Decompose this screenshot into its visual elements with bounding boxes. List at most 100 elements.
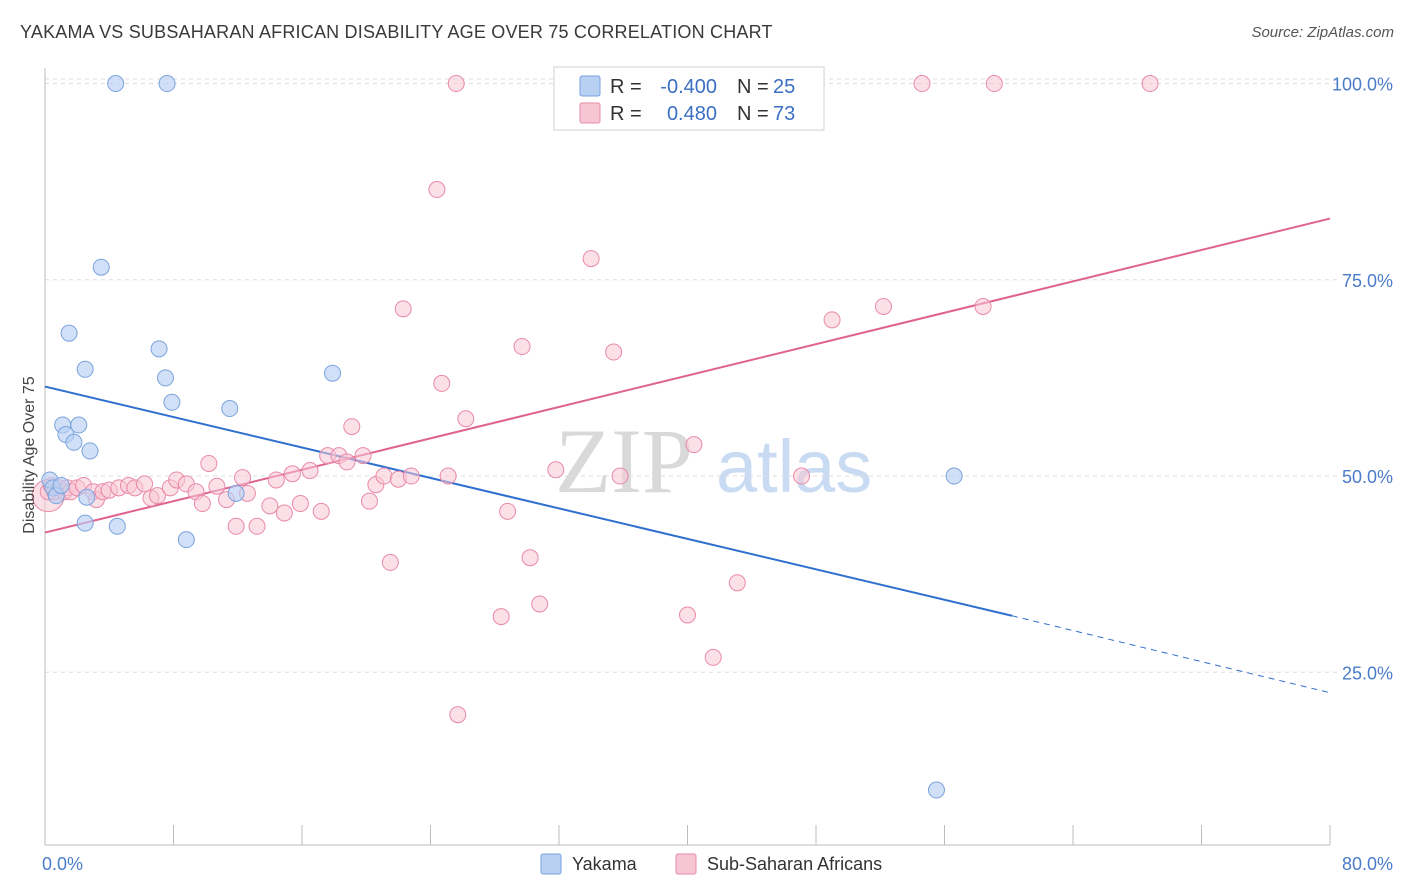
legend-swatch-yakama (579, 75, 601, 97)
correlation-legend: R = -0.400 N = 25 R = 0.480 N = 73 (553, 66, 825, 131)
point-ssa-51 (433, 374, 451, 392)
point-ssa-32 (267, 471, 285, 489)
point-ssa-49 (402, 467, 420, 485)
legend-r-label-yakama: R = (610, 76, 642, 98)
y-tick-label-50: 50.0% (1342, 467, 1393, 487)
y-axis-label: Disability Age Over 75 (21, 376, 38, 534)
y-tick-label-100: 100.0% (1332, 75, 1393, 95)
point-yakama-21 (221, 400, 239, 418)
point-ssa-16 (136, 475, 154, 493)
point-ssa-30 (248, 517, 266, 535)
legend-r-label-ssa: R = (610, 103, 642, 125)
point-ssa-62 (582, 250, 600, 268)
point-yakama-13 (92, 258, 110, 276)
point-yakama-11 (76, 360, 94, 378)
point-ssa-18 (148, 487, 166, 505)
bottom-legend-swatch-ssa (675, 853, 697, 875)
point-ssa-31 (261, 497, 279, 515)
point-yakama-23 (324, 364, 342, 382)
grid-lines (45, 78, 1340, 673)
bottom-legend-label-yakama: Yakama (572, 854, 638, 874)
point-yakama-12 (76, 514, 94, 532)
point-ssa-71 (874, 297, 892, 315)
source-label: Source: ZipAtlas.com (1251, 24, 1394, 41)
point-yakama-10 (78, 488, 96, 506)
point-ssa-53 (447, 75, 465, 93)
point-ssa-36 (301, 462, 319, 480)
point-ssa-72 (913, 75, 931, 93)
bottom-legend-swatch-yakama (540, 853, 562, 875)
point-ssa-50 (428, 181, 446, 199)
point-yakama-outlier (927, 781, 945, 799)
y-tick-label-25: 25.0% (1342, 663, 1393, 683)
point-ssa-64 (611, 467, 629, 485)
point-yakama-14 (108, 517, 126, 535)
legend-n-label-ssa: N = (737, 103, 769, 125)
point-ssa-70 (823, 311, 841, 329)
trend-line-ssa (44, 217, 1331, 534)
point-ssa-73 (974, 297, 992, 315)
point-ssa-24 (200, 454, 218, 472)
point-ssa-43 (360, 492, 378, 510)
point-ssa-76 (449, 706, 467, 724)
point-ssa-74 (985, 75, 1003, 93)
trend-line-yakama (44, 385, 1013, 617)
point-ssa-37 (312, 502, 330, 520)
point-ssa-67 (704, 648, 722, 666)
axes (44, 68, 1331, 846)
point-yakama-6 (60, 324, 78, 342)
point-ssa-28 (234, 469, 252, 487)
series-legend: Yakama Sub-Saharan Africans (540, 853, 882, 875)
point-ssa-40 (338, 453, 356, 471)
x-tick-label-max: 80.0% (1342, 854, 1393, 874)
watermark-zip: ZIP (555, 410, 693, 512)
legend-r-value-yakama: -0.400 (660, 76, 717, 98)
point-yakama-19 (163, 393, 181, 411)
point-ssa-52 (439, 467, 457, 485)
point-ssa-66 (685, 436, 703, 454)
trend-lines (44, 217, 1331, 694)
point-yakama-24 (945, 467, 963, 485)
point-ssa-35 (291, 495, 309, 513)
point-ssa-63 (605, 343, 623, 361)
point-ssa-60 (547, 461, 565, 479)
point-ssa-75 (1141, 75, 1159, 93)
point-yakama-7 (65, 433, 83, 451)
y-tick-labels: 25.0% 50.0% 75.0% 100.0% (1332, 75, 1393, 684)
point-yakama-16 (150, 340, 168, 358)
x-tick-label-min: 0.0% (42, 854, 83, 874)
data-points (31, 75, 1159, 799)
point-yakama-20 (177, 531, 195, 549)
legend-swatch-ssa (579, 102, 601, 124)
legend-n-value-yakama: 25 (773, 76, 795, 98)
point-ssa-34 (283, 465, 301, 483)
point-ssa-45 (375, 467, 393, 485)
point-ssa-25 (208, 477, 226, 495)
y-tick-label-75: 75.0% (1342, 271, 1393, 291)
point-ssa-59 (531, 595, 549, 613)
point-yakama-17 (156, 369, 174, 387)
point-yakama-9 (81, 442, 99, 460)
point-yakama-8 (70, 416, 88, 434)
point-yakama-15 (107, 75, 125, 93)
point-yakama-3 (52, 476, 70, 494)
point-ssa-58 (521, 549, 539, 567)
trend-line-yakama-extension (1011, 615, 1331, 694)
point-ssa-56 (499, 502, 517, 520)
point-yakama-18 (158, 75, 176, 93)
chart-title: YAKAMA VS SUBSAHARAN AFRICAN DISABILITY … (20, 22, 773, 42)
point-ssa-65 (679, 606, 696, 624)
bottom-legend-label-ssa: Sub-Saharan Africans (707, 854, 882, 874)
legend-n-value-ssa: 73 (773, 103, 795, 125)
watermark-atlas: atlas (716, 425, 872, 508)
point-yakama-22 (227, 484, 245, 502)
legend-r-value-ssa: 0.480 (667, 103, 717, 125)
point-ssa-69 (793, 467, 811, 485)
legend-n-label-yakama: N = (737, 76, 769, 98)
point-ssa-46 (381, 553, 399, 571)
point-ssa-41 (343, 418, 361, 436)
point-ssa-23 (193, 495, 211, 513)
point-ssa-48 (394, 300, 412, 318)
point-ssa-54 (457, 410, 475, 428)
